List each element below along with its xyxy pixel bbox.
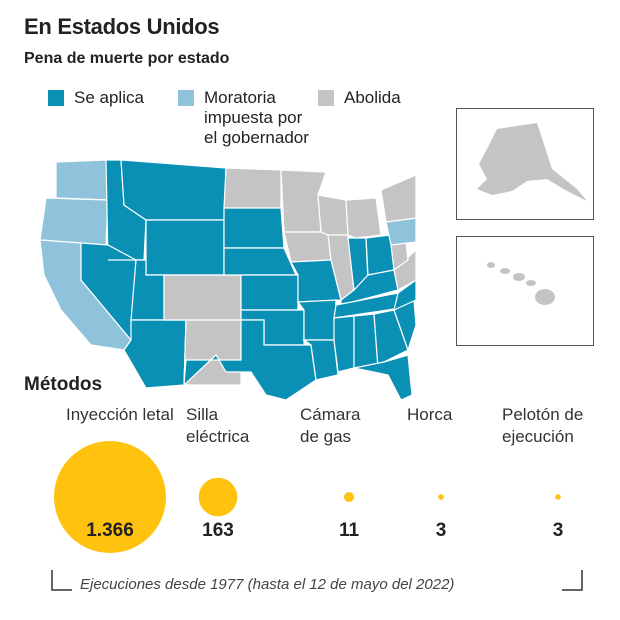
- state-new-york: [380, 174, 416, 223]
- legend-swatch-applies: [48, 90, 64, 106]
- page-title: En Estados Unidos: [24, 14, 220, 39]
- method-label-hanging: Horca: [407, 405, 453, 424]
- bubble-value-label-0: 1.366: [86, 520, 134, 541]
- legend-item-applies: Se aplica: [48, 88, 144, 108]
- state-louisiana: [302, 339, 339, 381]
- bubble-4: [555, 494, 561, 500]
- methods-title: Métodos: [24, 374, 103, 395]
- state-mississippi: [333, 315, 355, 373]
- bubble-3: [438, 494, 444, 500]
- legend-swatch-abolished: [318, 90, 334, 106]
- method-label-firing-squad: Pelotón de ejecución: [502, 405, 584, 446]
- state-michigan: [345, 197, 382, 239]
- legend-label-moratorium: Moratoria impuesta por el gobernador: [204, 88, 309, 147]
- bubble-1: [198, 477, 238, 517]
- method-label-gas-chamber: Cámara de gas: [300, 405, 361, 446]
- hawaii-map: [487, 262, 555, 305]
- legend-item-abolished: Abolida: [318, 88, 401, 108]
- bubble-2: [344, 492, 354, 502]
- caption-bracket: [51, 570, 583, 591]
- bubble-value-label-2: 11: [339, 520, 360, 541]
- state-alaska: [477, 123, 587, 201]
- chart-caption: Ejecuciones desde 1977 (hasta el 12 de m…: [80, 576, 455, 593]
- us-map: [39, 159, 416, 400]
- state-texas: [183, 319, 317, 400]
- state-florida: [353, 354, 413, 400]
- state-georgia: [373, 309, 409, 370]
- page-subtitle: Pena de muerte por estado: [24, 50, 230, 67]
- bubble-value-label-4: 3: [553, 520, 564, 541]
- legend-label-abolished: Abolida: [344, 88, 401, 107]
- state-north-carolina: [393, 279, 416, 312]
- method-label-lethal-injection: Inyección letal: [66, 405, 174, 424]
- inset-alaska: [456, 108, 594, 220]
- state-hawaii: [487, 262, 555, 305]
- state-virginia: [393, 249, 416, 291]
- bubble-value-label-1: 163: [202, 520, 234, 541]
- legend-label-applies: Se aplica: [74, 88, 144, 107]
- inset-hawaii: [456, 236, 594, 346]
- bubble-0: [54, 441, 166, 553]
- bubble-value-label-3: 3: [436, 520, 447, 541]
- method-label-electric-chair: Silla eléctrica: [186, 405, 250, 446]
- legend-item-moratorium: Moratoria impuesta por el gobernador: [178, 88, 314, 148]
- legend-swatch-moratorium: [178, 90, 194, 106]
- alaska-map: [477, 123, 587, 201]
